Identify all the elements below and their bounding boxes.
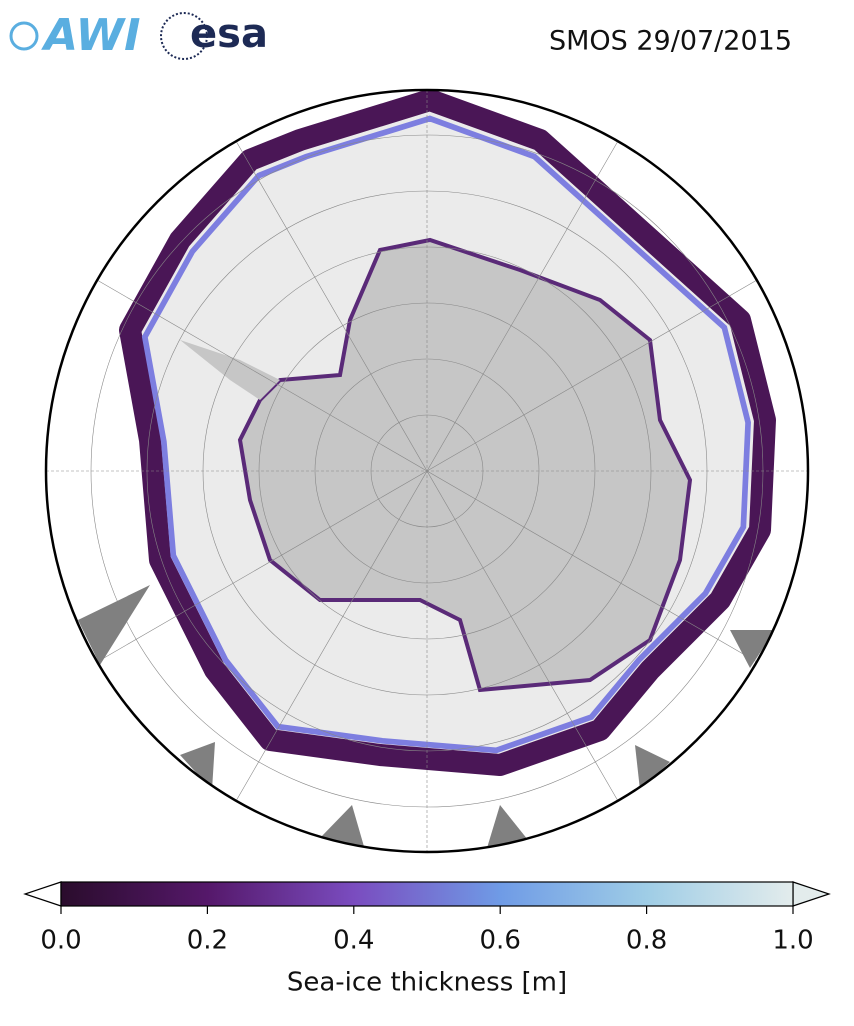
tick-label: 0.0 bbox=[40, 926, 81, 956]
colorbar-over bbox=[792, 881, 831, 907]
map-border bbox=[44, 88, 810, 854]
colorbar-under bbox=[23, 881, 62, 907]
colorbar-label: Sea-ice thickness [m] bbox=[287, 968, 567, 998]
tick-label: 0.2 bbox=[187, 926, 228, 956]
tick-label: 1.0 bbox=[772, 926, 813, 956]
tick-label: 0.8 bbox=[626, 926, 667, 956]
title: SMOS 29/07/2015 bbox=[549, 26, 792, 57]
map bbox=[46, 90, 808, 852]
esa-logo: esa bbox=[160, 11, 268, 60]
colorbar-scale bbox=[60, 881, 794, 907]
logo-text: esa bbox=[190, 11, 268, 57]
colorbar: Sea-ice thickness [m] 0.0 0.2 0.4 0.6 0.8 1.0 bbox=[23, 881, 831, 998]
awi-logo: AWI bbox=[9, 10, 141, 61]
logo-text: AWI bbox=[41, 10, 141, 61]
tick-label: 0.6 bbox=[480, 926, 521, 956]
tick-label: 0.4 bbox=[333, 926, 374, 956]
